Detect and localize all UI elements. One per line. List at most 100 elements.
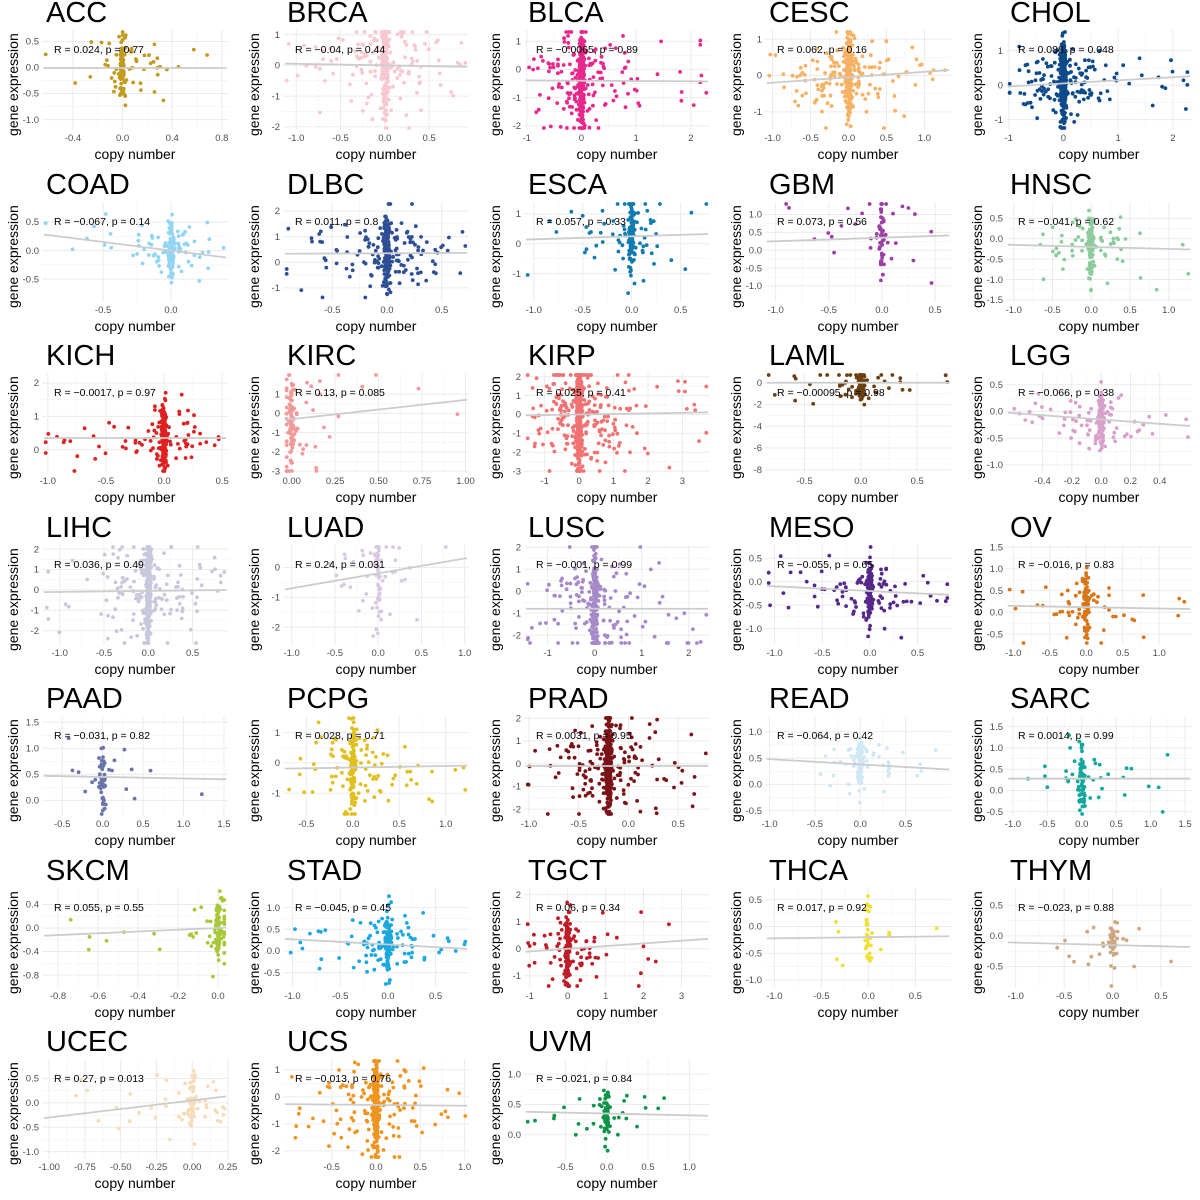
data-point [1108, 405, 1113, 410]
data-point [572, 126, 576, 130]
data-point [374, 373, 378, 377]
data-point [113, 85, 118, 89]
data-point [598, 230, 603, 235]
data-point [1115, 256, 1120, 261]
data-point [834, 60, 839, 65]
data-point [348, 584, 353, 589]
data-point [802, 73, 807, 77]
data-point [318, 379, 322, 383]
y-tick-label: -8 [754, 465, 762, 476]
data-point [1116, 237, 1120, 241]
data-point [379, 608, 384, 613]
data-point [145, 635, 149, 640]
data-point [138, 558, 143, 563]
data-point [377, 547, 381, 552]
data-point [1073, 400, 1078, 405]
data-point [334, 57, 339, 61]
data-point [611, 574, 616, 578]
data-point [351, 72, 355, 77]
data-point [579, 415, 584, 420]
data-point [930, 77, 935, 82]
data-point [793, 99, 797, 104]
panel-title: LGG [1010, 343, 1072, 372]
data-point [1092, 67, 1097, 72]
correlation-annotation: R = 0.036, p = 0.49 [54, 558, 144, 571]
data-point [400, 30, 404, 34]
data-point [284, 266, 289, 271]
data-point [676, 379, 680, 383]
data-point [1163, 86, 1168, 91]
data-point [657, 560, 661, 565]
data-point [832, 74, 837, 79]
y-tick-label: -6 [754, 443, 762, 454]
data-point [1063, 30, 1067, 34]
data-point [160, 424, 165, 429]
data-point [1160, 84, 1164, 89]
data-point [854, 82, 859, 86]
data-point [1033, 401, 1038, 406]
regression-line [43, 233, 227, 258]
scatter-plot: -0.5 0.0 0.5-8-6-4-20 [754, 373, 951, 487]
data-point [1063, 410, 1068, 415]
data-point [356, 42, 360, 47]
y-tick-label: 0.5 [26, 217, 39, 228]
data-point [1062, 121, 1066, 126]
x-axis-label: copy number [94, 489, 176, 505]
data-point [591, 75, 596, 79]
data-point [859, 373, 864, 377]
data-point [844, 122, 849, 127]
data-point [142, 53, 147, 58]
data-point [157, 586, 162, 591]
data-point [1068, 410, 1073, 414]
x-axis-label: copy number [1058, 317, 1140, 334]
data-point [593, 58, 598, 63]
data-point [139, 621, 143, 626]
data-point [678, 70, 682, 74]
data-point [383, 46, 387, 50]
data-point [145, 598, 150, 602]
data-point [1150, 103, 1155, 108]
data-point [572, 424, 577, 428]
data-point [375, 38, 379, 43]
data-point [119, 584, 123, 589]
scatter-panel-laml: -0.5 0.0 0.5 -8 -6 -4 -2 0 LAML R = −0.00095, p =… [723, 343, 961, 513]
data-point [558, 593, 562, 598]
data-point [159, 409, 163, 413]
data-point [573, 463, 578, 467]
data-point [846, 111, 851, 116]
x-tick-label: 0.5 [880, 133, 893, 144]
x-tick-label: -0.5 [98, 476, 114, 487]
y-tick-label: 0 [275, 409, 280, 420]
data-point [112, 71, 117, 75]
data-point [439, 244, 443, 249]
data-point [615, 450, 619, 455]
y-tick-label: -4 [754, 421, 762, 432]
data-point [630, 246, 634, 250]
data-point [192, 413, 196, 418]
scatter-panel-cesc: -1.0 -0.5 0.0 0.5 1.0 -1 0 1 CESC R = 0.062, p = … [723, 0, 961, 170]
x-tick-label: 1 [639, 648, 644, 659]
data-point [207, 236, 212, 241]
data-point [386, 230, 391, 234]
data-point [132, 579, 136, 583]
data-point [1041, 276, 1046, 281]
data-point [197, 562, 202, 567]
data-point [598, 76, 603, 81]
data-point [362, 54, 367, 59]
data-point [1087, 275, 1091, 280]
data-point [1052, 60, 1057, 65]
data-point [589, 612, 594, 617]
data-point [676, 389, 681, 393]
data-point [585, 376, 590, 380]
data-point [840, 90, 845, 94]
data-point [541, 59, 545, 63]
regression-line [1007, 243, 1191, 250]
data-point [421, 248, 425, 252]
data-point [635, 595, 640, 599]
data-point [877, 224, 882, 229]
data-point [1081, 97, 1086, 102]
data-point [122, 640, 127, 645]
data-point [571, 441, 576, 446]
data-point [379, 76, 384, 81]
scatter-plot: -0.4 0.0 0.4 0.8-1.0-0.50.00.5 [23, 30, 228, 144]
